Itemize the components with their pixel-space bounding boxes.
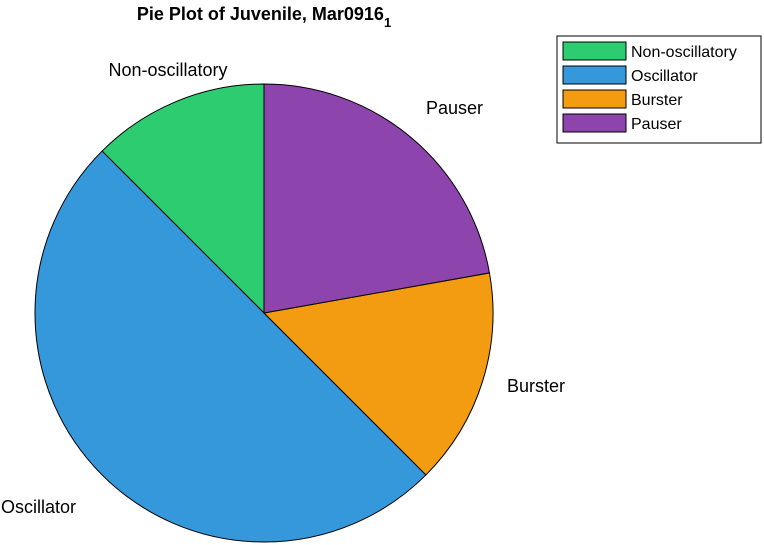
slice-non-oscillatory	[101, 83, 265, 315]
slice-label-non-oscillatory: Non-oscillatory	[108, 60, 227, 80]
legend-label-burster: Burster	[631, 92, 683, 109]
legend-swatch-pauser	[562, 113, 627, 133]
legend-label-oscillator: Oscillator	[631, 68, 698, 85]
legend-swatch-oscillator	[562, 65, 627, 85]
legend-label-pauser: Pauser	[631, 116, 682, 133]
legend: Non-oscillatory Oscillator Burster Pauser	[556, 35, 762, 144]
slice-oscillator	[34, 150, 427, 543]
slice-pauser	[263, 83, 491, 314]
slice-label-burster: Burster	[507, 376, 565, 396]
chart-title-subscript: 1	[384, 15, 391, 30]
slice-burster	[262, 272, 494, 476]
chart-title: Pie Plot of Juvenile, Mar09161	[137, 4, 391, 30]
legend-swatch-burster	[562, 89, 627, 109]
legend-label-non-oscillatory: Non-oscillatory	[631, 44, 737, 61]
pie-slice-labels: Non-oscillatory Oscillator Burster Pauser	[1, 60, 565, 517]
slice-label-pauser: Pauser	[426, 98, 483, 118]
slice-label-oscillator: Oscillator	[1, 497, 76, 517]
legend-swatch-non-oscillatory	[562, 41, 627, 61]
pie-slices	[34, 83, 494, 543]
